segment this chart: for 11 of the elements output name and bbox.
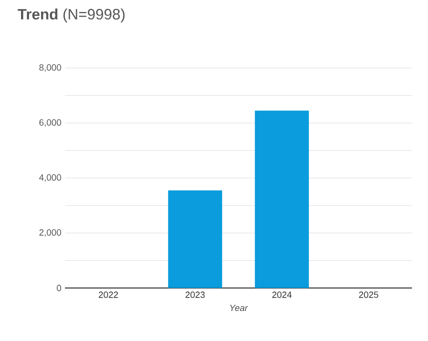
y-tick-label: 8,000 bbox=[39, 64, 62, 72]
y-tick-label: 0 bbox=[56, 284, 62, 292]
y-tick-label: 6,000 bbox=[39, 119, 62, 127]
y-tick-label: 2,000 bbox=[39, 229, 62, 237]
x-axis-title: Year bbox=[230, 304, 248, 312]
x-tick-label: 2025 bbox=[359, 292, 378, 298]
y-tick-label: 4,000 bbox=[39, 174, 62, 182]
x-tick-label: 2023 bbox=[186, 292, 205, 298]
x-tick-label: 2022 bbox=[98, 292, 118, 298]
chart-title: Trend (N=9998) bbox=[18, 8, 125, 23]
x-tick-label: 2024 bbox=[272, 292, 292, 298]
